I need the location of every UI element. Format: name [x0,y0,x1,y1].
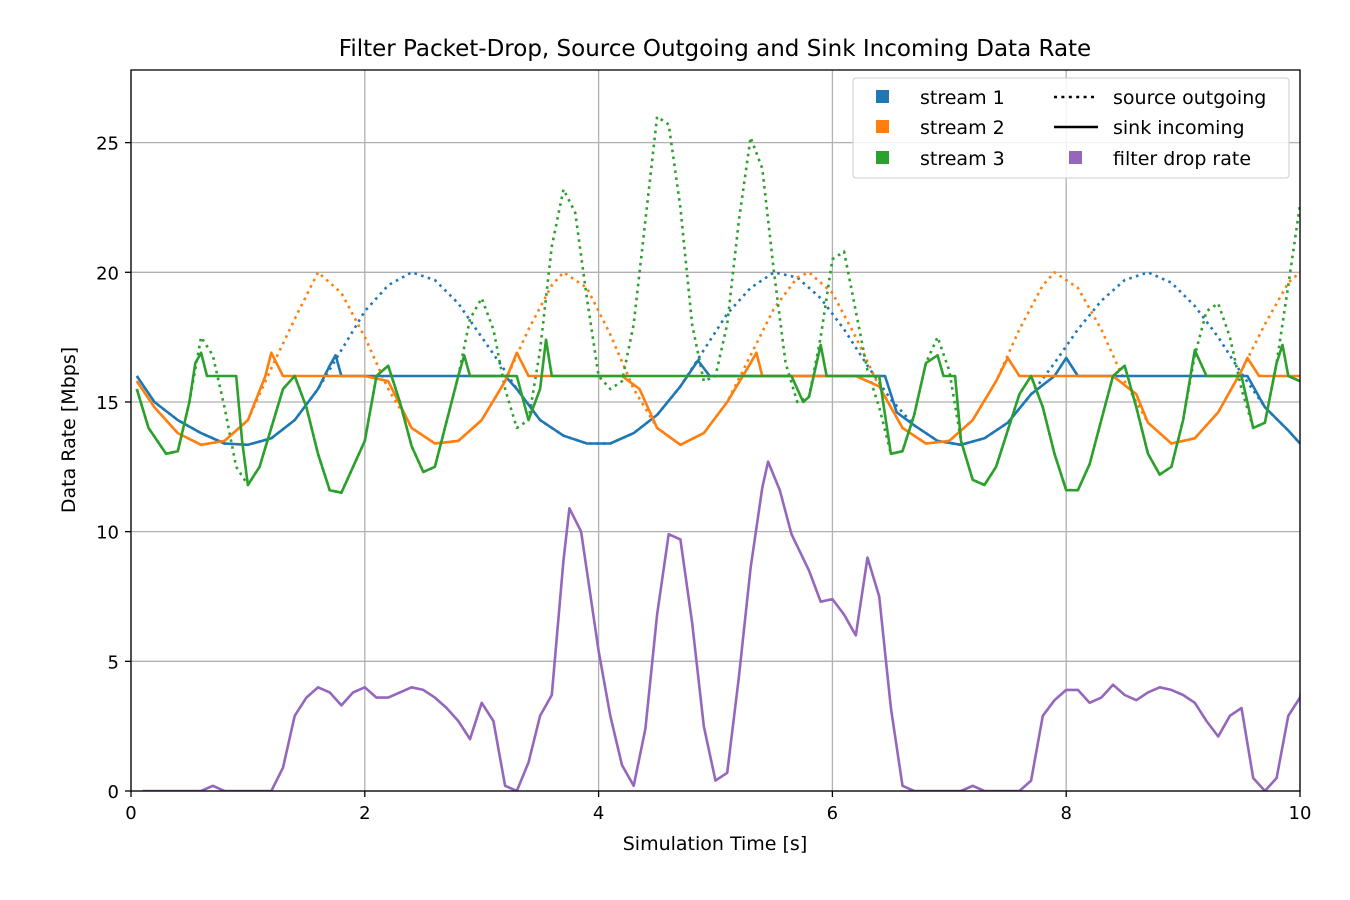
ticks: 0 2 4 6 8 10 0 5 10 15 20 25 [96,134,1311,824]
y-tick-label: 15 [96,393,119,414]
legend-stream-2-label: stream 2 [920,117,1005,139]
x-tick-label: 4 [593,803,604,824]
legend-stream-1-label: stream 1 [920,87,1005,109]
plot-lines [135,115,1300,791]
legend-drop-swatch [1069,151,1082,164]
filter-drop-rate-line [142,460,1300,791]
x-tick-label: 10 [1289,803,1312,824]
y-axis-label: Data Rate [Mbps] [58,347,80,513]
legend-stream-3-label: stream 3 [920,148,1005,170]
x-tick-label: 6 [827,803,838,824]
x-tick-label: 8 [1060,803,1071,824]
y-tick-label: 10 [96,523,119,544]
legend-stream-3-swatch [876,151,889,164]
plot-frame [130,69,1301,792]
y-tick-label: 5 [108,652,119,673]
legend-stream-1-swatch [876,90,889,103]
chart-title: Filter Packet-Drop, Source Outgoing and … [339,36,1091,62]
legend-stream-2-swatch [876,120,889,133]
x-tick-label: 2 [359,803,370,824]
y-tick-label: 25 [96,134,119,155]
stream-1-source-outgoing-line [135,271,1300,447]
legend-sink-incoming-label: sink incoming [1113,117,1245,139]
x-axis-label: Simulation Time [s] [623,833,808,855]
y-tick-label: 20 [96,263,119,284]
stream-1-sink-incoming-line [135,354,1300,447]
legend-source-outgoing-label: source outgoing [1113,87,1266,109]
stream-3-sink-incoming-line [135,338,1300,494]
x-tick-label: 0 [125,803,136,824]
legend-drop-label: filter drop rate [1113,148,1251,170]
y-tick-label: 0 [108,782,119,803]
legend: stream 1 stream 2 stream 3 source outgoi… [852,77,1290,179]
